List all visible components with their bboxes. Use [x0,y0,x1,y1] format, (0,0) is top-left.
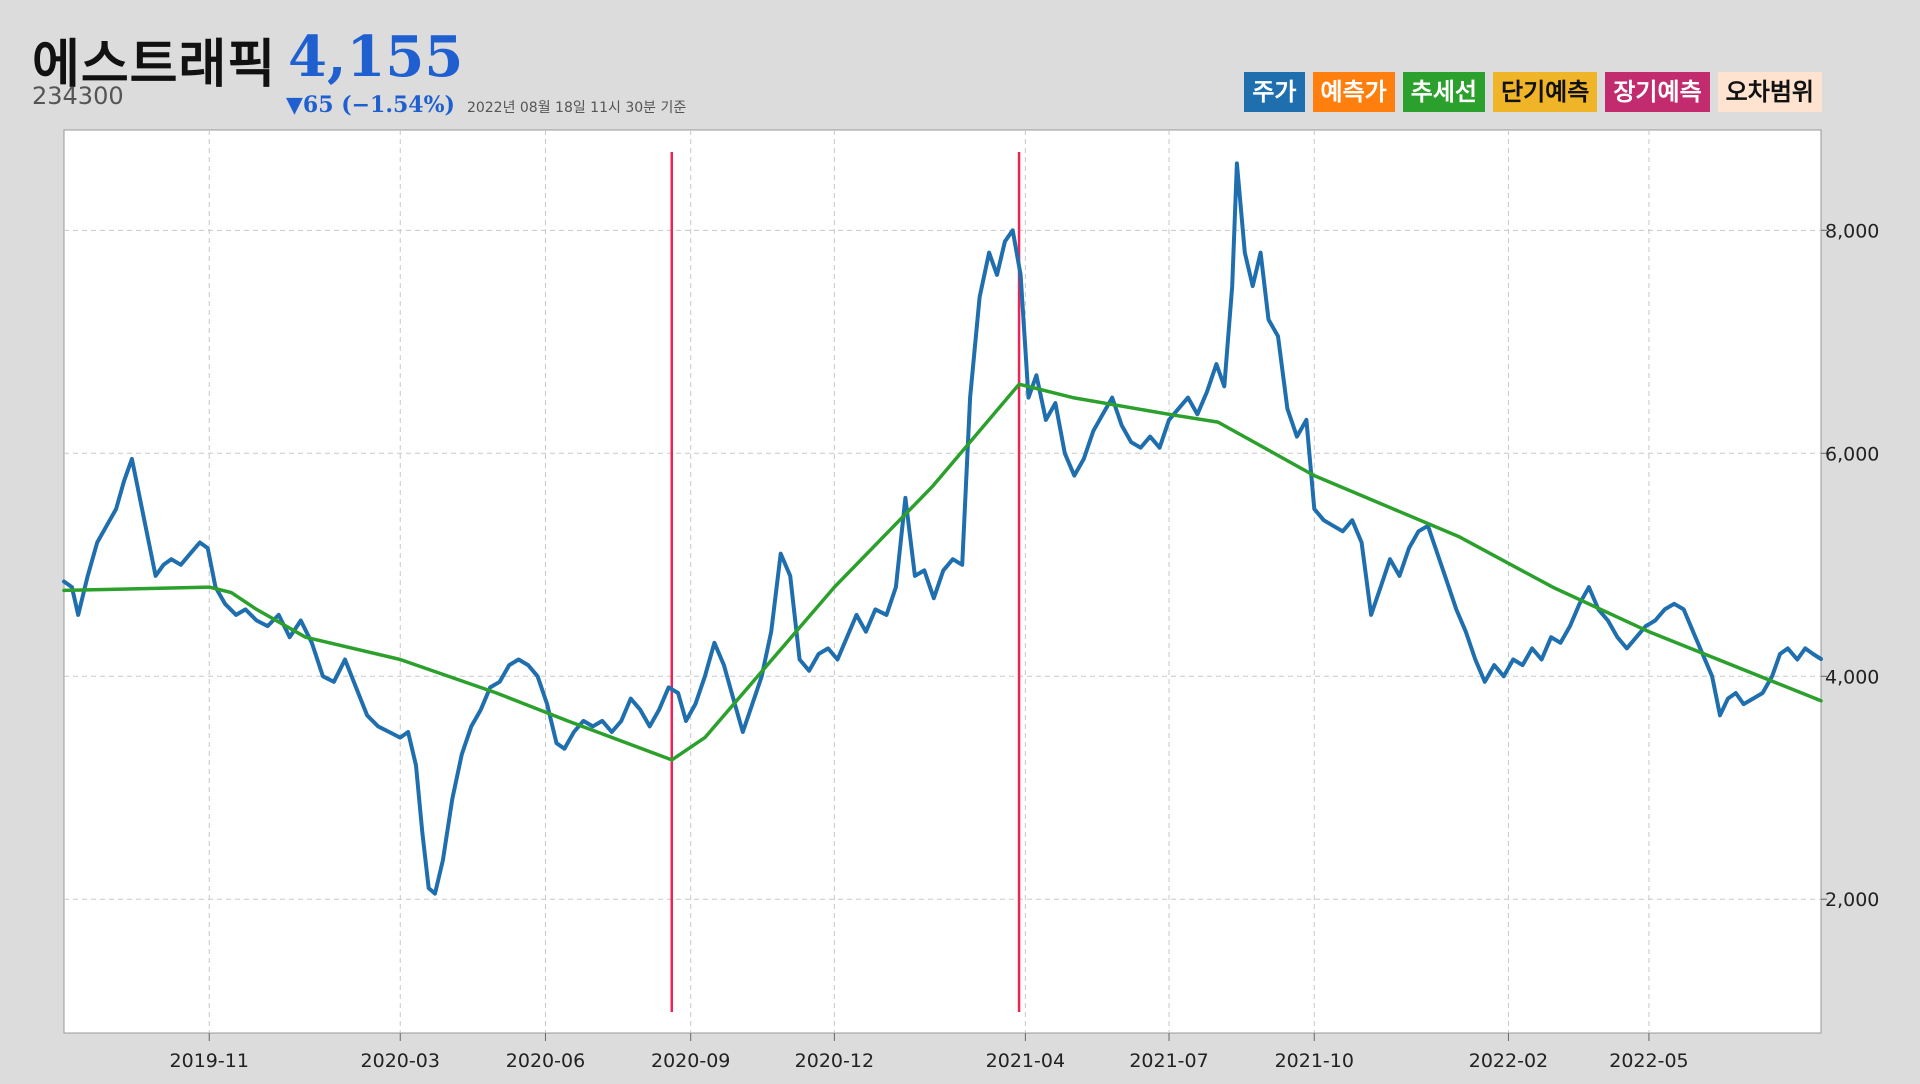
legend-item-0[interactable]: 주가 [1244,72,1305,112]
x-tick-label: 2021-07 [1129,1050,1208,1072]
y-tick-label: 2,000 [1825,889,1879,911]
x-tick-label: 2020-06 [506,1050,585,1072]
price-line [62,161,1823,896]
y-tick-label: 4,000 [1825,666,1879,688]
x-tick-label: 2019-11 [170,1050,249,1072]
x-tick-label: 2022-05 [1609,1050,1688,1072]
x-tick-label: 2020-12 [795,1050,874,1072]
legend-item-5[interactable]: 오차범위 [1717,72,1822,112]
x-tick-label: 2020-09 [651,1050,730,1072]
legend-item-4[interactable]: 장기예측 [1605,72,1710,112]
series-lines [62,161,1823,896]
x-axis: 2019-11 2020-03 2020-06 2020-09 2020-12 2021-… [170,1033,1689,1072]
y-axis: 2,000 4,000 6,000 8,000 [1821,220,1879,911]
x-tick-label: 2022-02 [1469,1050,1548,1072]
legend-item-1[interactable]: 예측가 [1312,72,1395,112]
current-price: 4,155 [288,24,464,90]
x-tick-label: 2021-04 [986,1050,1065,1072]
legend-item-3[interactable]: 단기예측 [1493,72,1598,112]
chart-legend: 주가 예측가 추세선 단기예측 장기예측 오차범위 [1244,72,1822,112]
y-tick-label: 6,000 [1825,443,1879,465]
header: 에스트래픽 234300 4,155 ▼65 (−1.54%) 2022년 08… [0,0,1920,128]
y-tick-label: 8,000 [1825,220,1879,242]
legend-item-2[interactable]: 추세선 [1402,72,1486,112]
timestamp: 2022년 08월 18일 11시 30분 기준 [466,100,687,116]
trend-line [62,382,1823,762]
price-change: ▼65 (−1.54%) [286,92,455,118]
x-tick-label: 2020-03 [361,1050,440,1072]
vertical-markers [670,152,1021,1012]
gridlines [64,130,1821,1033]
stock-code: 234300 [32,82,124,110]
x-tick-label: 2021-10 [1275,1050,1354,1072]
stock-name: 에스트래픽 [32,35,277,95]
plot-background [63,129,1822,1034]
change-row: ▼65 (−1.54%) 2022년 08월 18일 11시 30분 기준 [286,92,686,118]
